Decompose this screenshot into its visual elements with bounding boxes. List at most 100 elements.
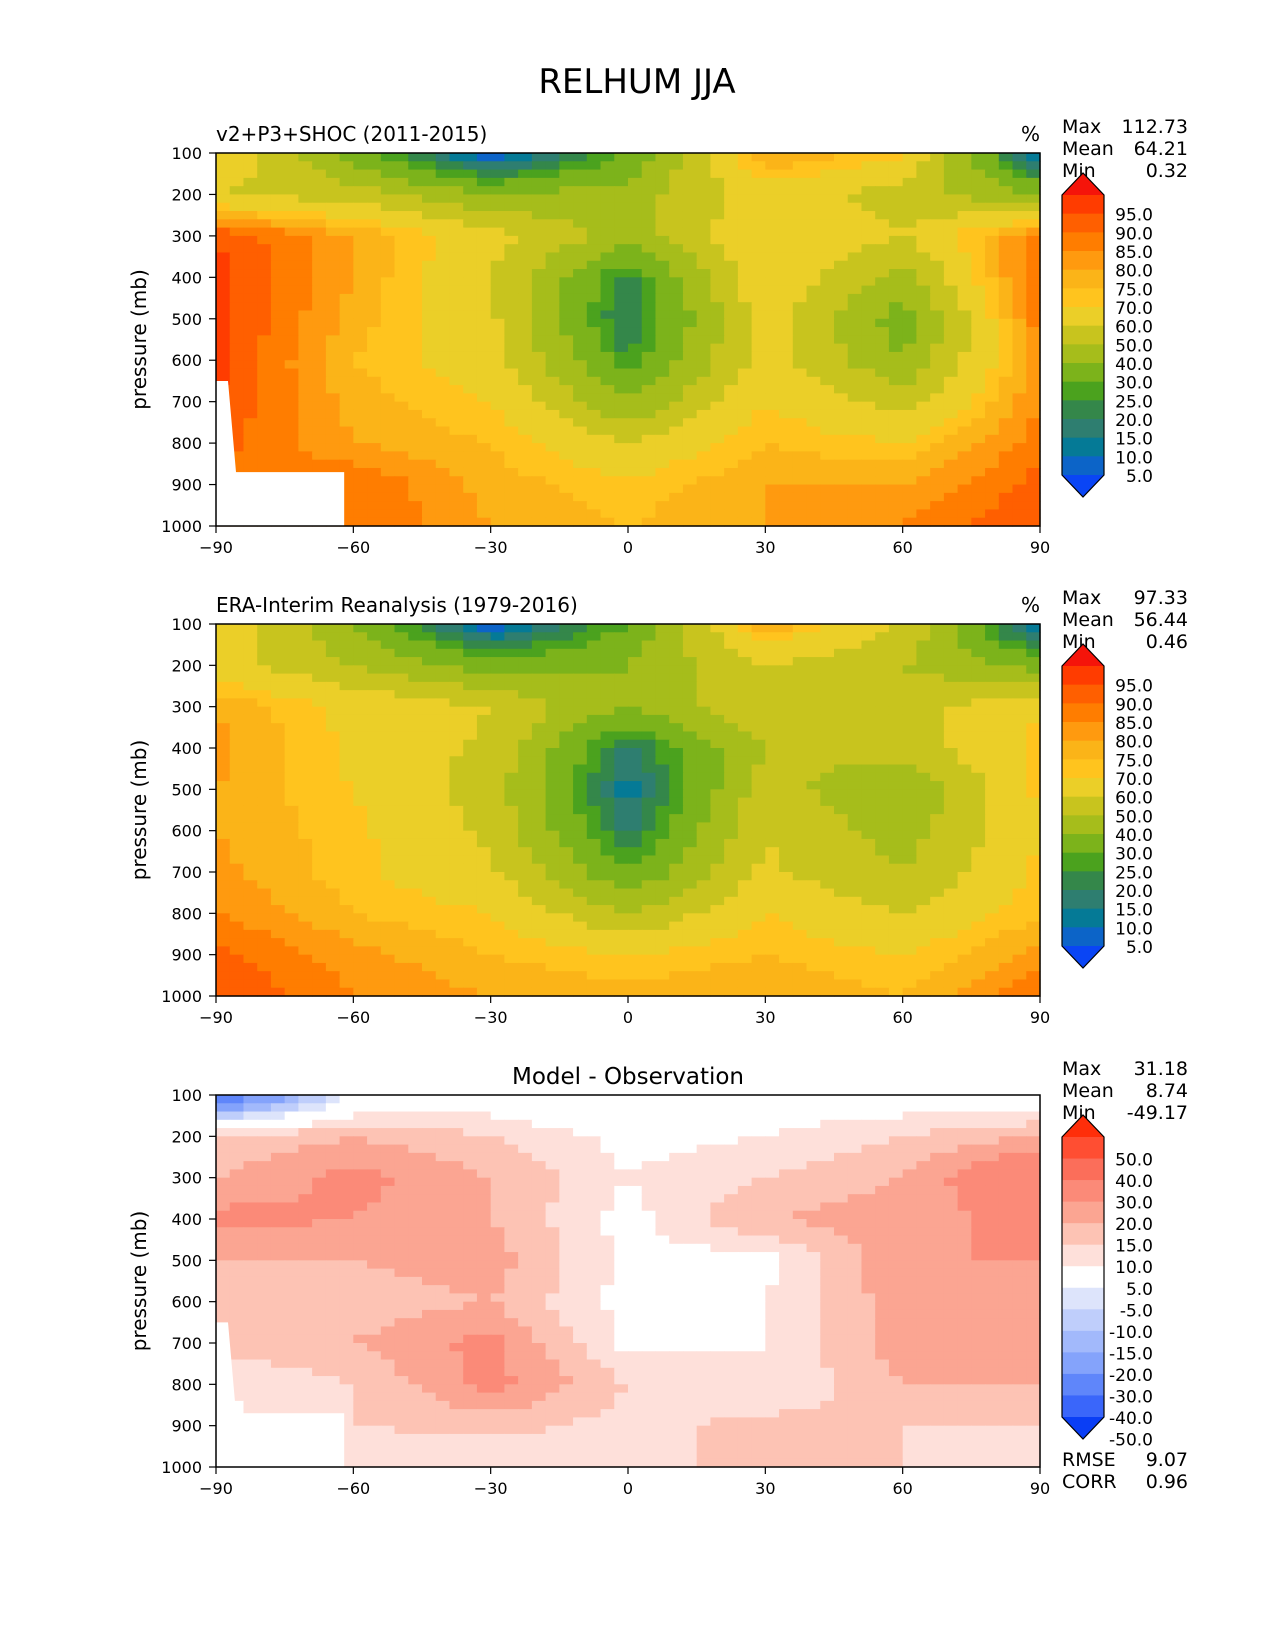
field-cell	[655, 888, 670, 898]
field-cell	[367, 492, 382, 502]
field-cell	[243, 211, 258, 220]
field-cell	[504, 896, 519, 906]
field-cell	[490, 202, 505, 212]
field-cell	[476, 921, 492, 931]
field-cell	[820, 418, 835, 428]
field-cell	[696, 368, 711, 378]
field-cell	[710, 896, 725, 906]
field-cell	[504, 467, 519, 477]
field-cell	[531, 401, 547, 411]
field-cell	[559, 509, 574, 519]
field-cell	[518, 244, 533, 254]
field-cell	[628, 921, 643, 931]
field-cell	[353, 739, 368, 749]
field-cell	[943, 855, 959, 865]
field-cell	[765, 648, 780, 658]
field-cell	[586, 501, 602, 511]
field-cell	[930, 673, 945, 683]
field-cell	[696, 501, 711, 511]
field-cell	[875, 698, 890, 708]
field-cell	[476, 351, 492, 361]
field-cell	[476, 888, 492, 898]
field-cell	[325, 459, 341, 469]
field-cell	[861, 632, 876, 642]
field-cell	[229, 310, 245, 320]
field-cell	[847, 624, 863, 633]
field-cell	[765, 706, 780, 716]
field-cell	[902, 219, 917, 229]
field-cell	[888, 838, 904, 848]
field-cell	[792, 673, 808, 683]
field-cell	[792, 665, 808, 675]
field-cell	[641, 177, 657, 187]
field-cell	[998, 723, 1014, 733]
field-cell	[476, 681, 492, 691]
field-cell	[573, 805, 588, 815]
field-cell	[724, 673, 739, 683]
field-cell	[751, 194, 766, 204]
field-cell	[586, 657, 602, 666]
field-cell	[985, 211, 1000, 220]
field-cell	[669, 847, 684, 857]
field-cell	[394, 310, 409, 320]
field-cell	[696, 863, 711, 873]
field-cell	[216, 872, 231, 881]
field-cell	[257, 434, 272, 444]
field-cell	[669, 368, 684, 378]
field-cell	[696, 797, 711, 807]
field-cell	[435, 467, 451, 477]
field-cell	[380, 501, 396, 511]
field-cell	[422, 789, 437, 799]
field-cell	[682, 153, 698, 162]
field-cell	[586, 648, 602, 658]
field-cell	[998, 293, 1014, 303]
field-cell	[408, 293, 423, 303]
field-cell	[861, 624, 876, 633]
field-cell	[765, 194, 780, 204]
field-cell	[669, 351, 684, 361]
field-cell	[367, 484, 382, 494]
field-cell	[312, 376, 327, 386]
field-cell	[531, 393, 547, 403]
field-cell	[847, 781, 863, 790]
field-cell	[875, 177, 890, 187]
field-cell	[779, 426, 794, 436]
field-cell	[229, 409, 245, 419]
field-cell	[888, 219, 904, 229]
field-cell	[834, 426, 849, 436]
field-cell	[586, 343, 602, 353]
field-cell	[559, 476, 574, 486]
field-cell	[943, 764, 959, 774]
field-cell	[243, 640, 258, 650]
field-cell	[682, 509, 698, 519]
field-cell	[216, 302, 231, 312]
field-cell	[490, 723, 505, 733]
field-cell	[559, 896, 574, 906]
field-cell	[847, 368, 863, 378]
field-cell	[710, 880, 725, 890]
field-cell	[792, 467, 808, 477]
field-cell	[449, 714, 464, 724]
field-cell	[724, 385, 739, 394]
field-cell	[284, 227, 299, 237]
field-cell	[284, 872, 299, 881]
field-cell	[531, 177, 547, 187]
field-cell	[724, 252, 739, 262]
field-cell	[614, 293, 629, 303]
field-cell	[312, 814, 327, 823]
field-cell	[628, 509, 643, 519]
field-cell	[820, 310, 835, 320]
field-cell	[971, 714, 986, 724]
field-cell	[861, 698, 876, 708]
field-cell	[257, 376, 272, 386]
field-cell	[1026, 739, 1041, 749]
field-cell	[751, 244, 766, 254]
field-cell	[216, 186, 231, 196]
field-cell	[834, 194, 849, 204]
field-cell	[902, 393, 917, 403]
field-cell	[518, 476, 533, 486]
field-cell	[518, 385, 533, 394]
field-cell	[820, 690, 835, 699]
field-cell	[380, 698, 396, 708]
field-cell	[559, 335, 574, 345]
